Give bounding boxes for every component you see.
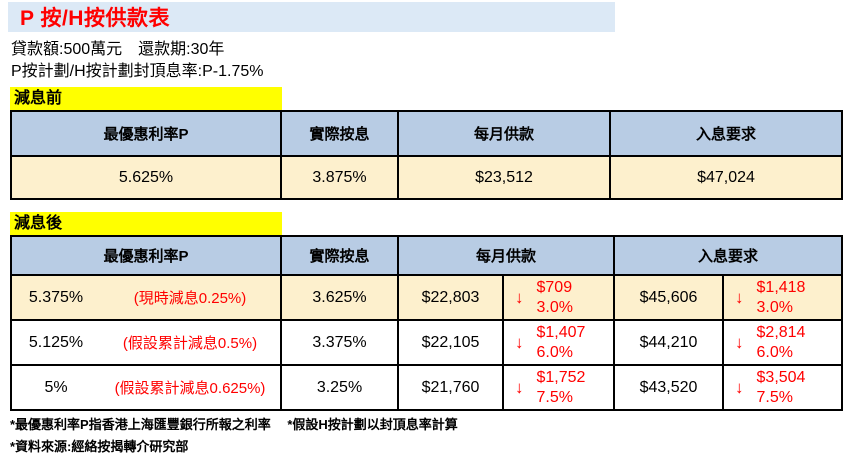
delta-amount: $709 <box>536 278 573 296</box>
delta-amount: $3,504 <box>756 368 806 386</box>
delta-amount: $1,418 <box>756 278 806 296</box>
monthly-payment-cell: $23,512 <box>397 155 611 200</box>
monthly-delta-cell: ↓ $1,407 6.0% <box>501 319 616 366</box>
income-requirement-cell: $47,024 <box>609 155 843 200</box>
income-requirement-cell: $44,210 <box>613 319 725 366</box>
rate-cut-note: (現時減息0.25%) <box>133 290 247 307</box>
cap-rate-line: P按計劃/H按計劃封頂息率:P-1.75% <box>11 63 264 80</box>
delta-percent: 6.0% <box>756 343 793 361</box>
table-row: 5% (假設累計減息0.625%) 3.25% $21,760 ↓ $1,752… <box>10 364 844 411</box>
down-arrow-icon: ↓ <box>735 288 744 307</box>
table-before-cut: 最優惠利率P 實際按息 每月供款 入息要求 5.625% 3.875% $23,… <box>10 110 843 200</box>
actual-rate-cell: 3.625% <box>280 274 399 321</box>
income-requirement-cell: $45,606 <box>613 274 725 321</box>
delta-percent: 7.5% <box>756 388 793 406</box>
footnote-source: *資料來源:經絡按揭轉介研究部 <box>10 439 189 454</box>
col-header-monthly-payment: 每月供款 <box>396 235 616 276</box>
prime-rate-value: 5% <box>44 378 68 396</box>
col-header-monthly-payment: 每月供款 <box>397 110 611 157</box>
delta-amount: $1,752 <box>536 368 586 386</box>
table-row: 5.375% (現時減息0.25%) 3.625% $22,803 ↓ $709… <box>10 274 844 321</box>
down-arrow-icon: ↓ <box>515 378 524 397</box>
col-header-actual-rate: 實際按息 <box>280 235 399 276</box>
income-delta-cell: ↓ $3,504 7.5% <box>722 364 844 411</box>
monthly-delta-cell: ↓ $1,752 7.5% <box>501 364 616 411</box>
delta-amount: $1,407 <box>536 323 586 341</box>
delta-amount: $2,814 <box>756 323 806 341</box>
actual-rate-cell: 3.25% <box>280 364 399 411</box>
down-arrow-icon: ↓ <box>735 378 744 397</box>
table-after-cut: 最優惠利率P 實際按息 每月供款 入息要求 5.375% (現時減息0.25%)… <box>10 235 844 411</box>
delta-percent: 3.0% <box>536 298 573 316</box>
delta-percent: 3.0% <box>756 298 793 316</box>
col-header-actual-rate: 實際按息 <box>280 110 399 157</box>
delta-percent: 7.5% <box>536 388 573 406</box>
income-delta-cell: ↓ $2,814 6.0% <box>722 319 844 366</box>
monthly-payment-cell: $21,760 <box>397 364 504 411</box>
table-row: 5.625% 3.875% $23,512 $47,024 <box>10 155 843 200</box>
income-requirement-cell: $43,520 <box>613 364 725 411</box>
income-delta-cell: ↓ $1,418 3.0% <box>722 274 844 321</box>
prime-rate-cell: 5.375% (現時減息0.25%) <box>10 274 282 321</box>
table-row: 5.125% (假設累計減息0.5%) 3.375% $22,105 ↓ $1,… <box>10 319 844 366</box>
delta-percent: 6.0% <box>536 343 573 361</box>
col-header-prime-rate: 最優惠利率P <box>10 235 282 276</box>
rate-cut-note: (假設累計減息0.5%) <box>122 335 258 352</box>
footnote-definitions: *最優惠利率P指香港上海匯豐銀行所報之利率 *假設H按計劃以封頂息率計算 <box>10 417 458 432</box>
page-title: P 按/H按供款表 <box>20 7 170 30</box>
table-header-row: 最優惠利率P 實際按息 每月供款 入息要求 <box>10 235 844 276</box>
col-header-income-requirement: 入息要求 <box>609 110 843 157</box>
down-arrow-icon: ↓ <box>515 288 524 307</box>
prime-rate-cell: 5.625% <box>10 155 282 200</box>
monthly-payment-cell: $22,803 <box>397 274 504 321</box>
prime-rate-cell: 5% (假設累計減息0.625%) <box>10 364 282 411</box>
col-header-income-requirement: 入息要求 <box>613 235 844 276</box>
col-header-prime-rate: 最優惠利率P <box>10 110 282 157</box>
loan-amount-line: 貸款額:500萬元 還款期:30年 <box>11 41 225 58</box>
rate-cut-note: (假設累計減息0.625%) <box>114 380 266 397</box>
section-label-after-cut: 減息後 <box>10 212 282 235</box>
down-arrow-icon: ↓ <box>735 333 744 352</box>
down-arrow-icon: ↓ <box>515 333 524 352</box>
prime-rate-value: 5.125% <box>28 333 84 351</box>
table-header-row: 最優惠利率P 實際按息 每月供款 入息要求 <box>10 110 843 157</box>
prime-rate-cell: 5.125% (假設累計減息0.5%) <box>10 319 282 366</box>
monthly-payment-cell: $22,105 <box>397 319 504 366</box>
prime-rate-value: 5.375% <box>28 288 84 306</box>
actual-rate-cell: 3.375% <box>280 319 399 366</box>
actual-rate-cell: 3.875% <box>280 155 399 200</box>
monthly-delta-cell: ↓ $709 3.0% <box>501 274 616 321</box>
section-label-before-cut: 減息前 <box>10 87 282 110</box>
page-title-bar: P 按/H按供款表 <box>8 2 615 32</box>
